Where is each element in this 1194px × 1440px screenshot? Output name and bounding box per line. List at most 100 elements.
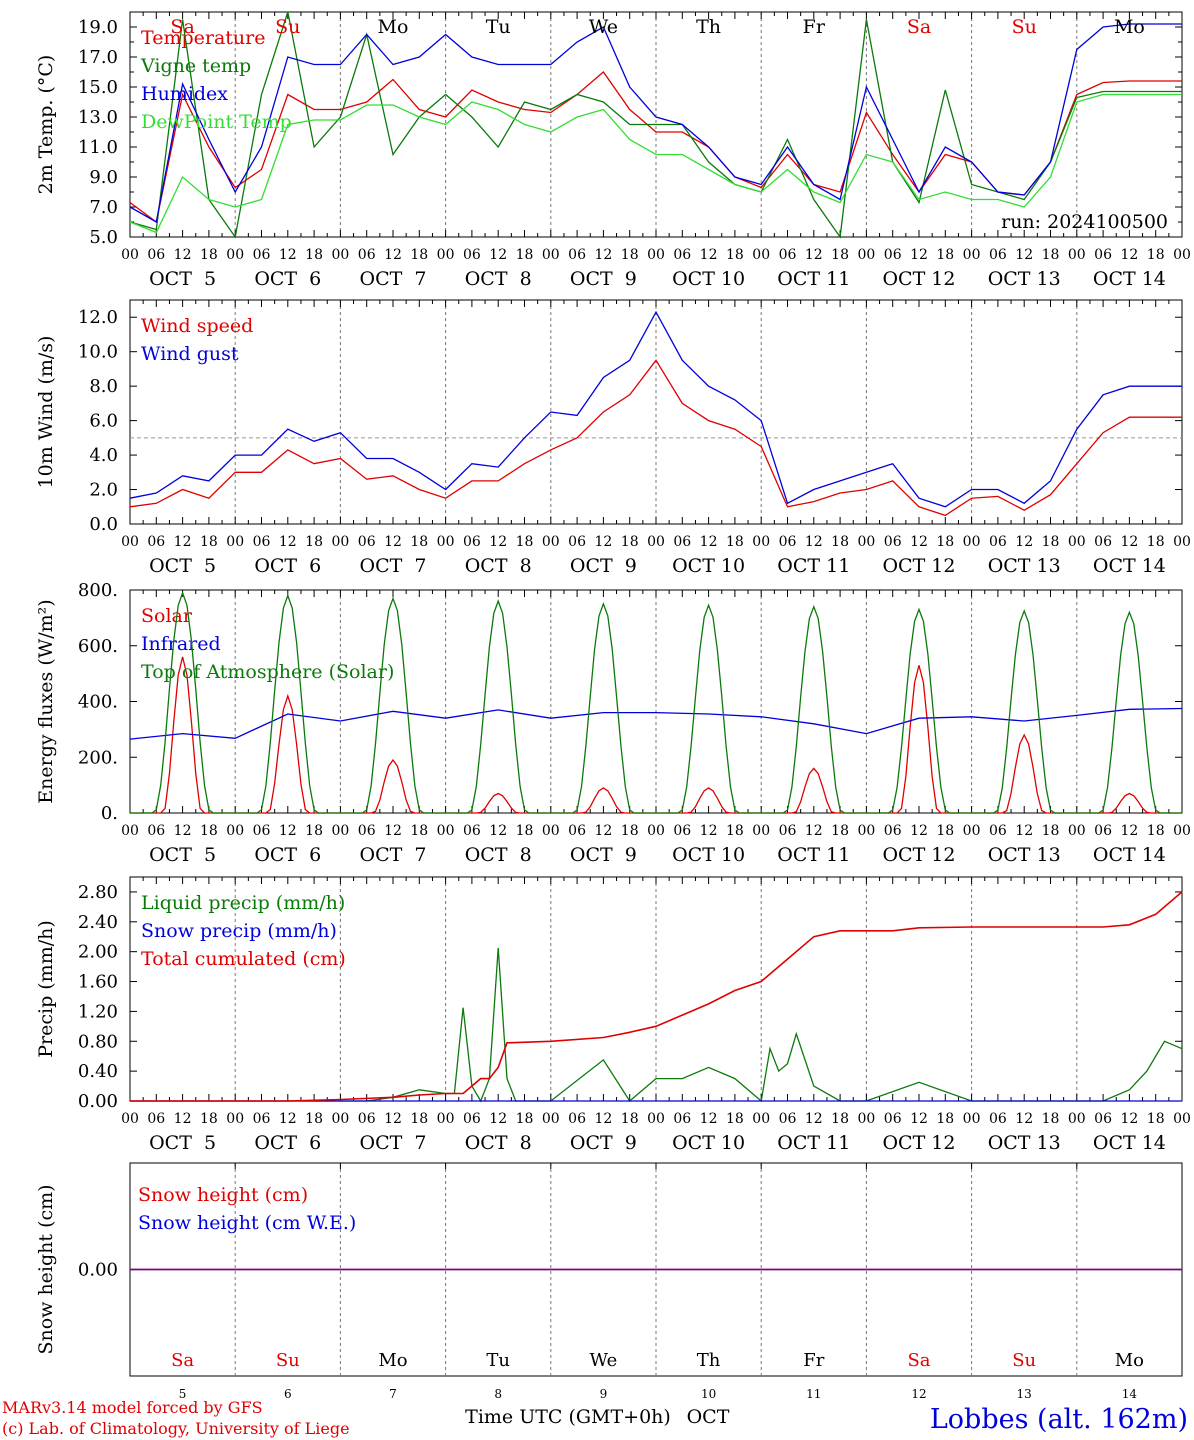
series-line-wind-speed xyxy=(129,359,1182,517)
hour-tick-label: 00 xyxy=(963,247,981,263)
legend-entry: Vigne temp xyxy=(140,55,251,77)
hour-tick-label: 18 xyxy=(1147,247,1165,263)
hour-tick-label: 06 xyxy=(147,1111,165,1127)
date-label: OCT 10 xyxy=(672,1132,745,1154)
date-label: OCT 11 xyxy=(777,268,850,290)
hour-tick-label: 00 xyxy=(226,247,244,263)
panel-frame xyxy=(129,589,1183,814)
date-label: OCT 12 xyxy=(882,268,955,290)
hour-tick-label: 18 xyxy=(621,823,639,839)
hour-tick-label: 00 xyxy=(857,247,875,263)
hour-tick-label: 12 xyxy=(594,247,612,263)
date-label: OCT 14 xyxy=(1093,1132,1166,1154)
hour-tick-label: 12 xyxy=(700,534,718,550)
date-label: OCT 9 xyxy=(570,555,637,577)
y-tick-label: 2.0 xyxy=(89,480,118,501)
x-axis-title: Time UTC (GMT+0h) xyxy=(465,1406,671,1428)
weekday-label-bottom: Mo xyxy=(1115,1350,1144,1371)
hour-tick-label: 00 xyxy=(752,534,770,550)
legend-entry: Infrared xyxy=(141,633,221,655)
hour-tick-label: 00 xyxy=(331,534,349,550)
hour-tick-label: 00 xyxy=(121,823,139,839)
y-tick-label: 19.0 xyxy=(78,17,118,38)
y-tick-label: 1.60 xyxy=(78,972,118,993)
hour-tick-label: 00 xyxy=(963,823,981,839)
hour-tick-label: 18 xyxy=(726,247,744,263)
y-axis-label: 2m Temp. (°C) xyxy=(35,55,57,195)
hour-tick-label: 12 xyxy=(700,1111,718,1127)
hour-tick-label: 18 xyxy=(516,1111,534,1127)
hour-tick-label: 18 xyxy=(936,247,954,263)
hour-tick-label: 12 xyxy=(174,1111,192,1127)
hour-tick-label: 00 xyxy=(963,534,981,550)
hour-tick-label: 00 xyxy=(121,247,139,263)
weekday-label-bottom: Mo xyxy=(378,1350,407,1371)
y-tick-label: 4.0 xyxy=(89,445,118,466)
hour-tick-label: 12 xyxy=(279,1111,297,1127)
hour-tick-label: 00 xyxy=(752,247,770,263)
hour-tick-label: 18 xyxy=(305,247,323,263)
hour-tick-label: 06 xyxy=(568,247,586,263)
y-tick-label: 9.0 xyxy=(89,167,118,188)
hour-tick-label: 06 xyxy=(253,1111,271,1127)
y-tick-label: 2.80 xyxy=(78,882,118,903)
y-tick-label: 2.40 xyxy=(78,912,118,933)
hour-tick-label: 18 xyxy=(1147,1111,1165,1127)
hour-tick-label: 12 xyxy=(1120,534,1138,550)
date-label: OCT 8 xyxy=(465,1132,532,1154)
panel-frame xyxy=(129,299,1183,525)
series-line-vigne-temp xyxy=(129,11,1182,239)
y-tick-label: 1.20 xyxy=(78,1001,118,1022)
date-label: OCT 6 xyxy=(254,268,321,290)
hour-tick-label: 00 xyxy=(542,534,560,550)
hour-tick-label: 00 xyxy=(647,823,665,839)
weekday-label-bottom: Th xyxy=(697,1350,721,1371)
y-tick-label: 600. xyxy=(78,636,118,657)
hour-tick-label: 06 xyxy=(779,534,797,550)
day-number: 6 xyxy=(284,1387,292,1401)
hour-tick-label: 12 xyxy=(1015,534,1033,550)
hour-tick-label: 12 xyxy=(805,534,823,550)
panel-2: 0.0 2.0 4.0 6.0 8.0 10.0 12.0 10m Wind (m/s) Win… xyxy=(35,299,1191,577)
hour-tick-label: 06 xyxy=(779,247,797,263)
y-tick-label: 8.0 xyxy=(89,376,118,397)
station-label: Lobbes (alt. 162m) xyxy=(930,1404,1188,1435)
hour-tick-label: 00 xyxy=(437,247,455,263)
hour-tick-label: 18 xyxy=(305,1111,323,1127)
day-number: 9 xyxy=(600,1387,608,1401)
hour-tick-label: 00 xyxy=(331,823,349,839)
date-label: OCT 6 xyxy=(254,555,321,577)
panel-5: 0.00 Snow height (cm) Snow height (cm) Snow… xyxy=(35,1162,1183,1377)
hour-tick-label: 00 xyxy=(647,534,665,550)
hour-tick-label: 18 xyxy=(410,247,428,263)
series-line-wind-gust xyxy=(129,310,1182,508)
hour-tick-label: 00 xyxy=(963,1111,981,1127)
hour-tick-label: 00 xyxy=(752,1111,770,1127)
y-tick-label: 11.0 xyxy=(78,137,118,158)
hour-tick-label: 18 xyxy=(200,823,218,839)
hour-tick-label: 12 xyxy=(279,534,297,550)
hour-tick-label: 12 xyxy=(910,823,928,839)
hour-tick-label: 06 xyxy=(989,534,1007,550)
hour-tick-label: 18 xyxy=(305,534,323,550)
hour-tick-label: 06 xyxy=(673,247,691,263)
legend-entry: DewPoint Temp xyxy=(141,111,292,133)
day-number: 12 xyxy=(911,1387,926,1401)
date-label: OCT 10 xyxy=(672,268,745,290)
hour-tick-label: 12 xyxy=(805,1111,823,1127)
hour-tick-label: 00 xyxy=(1173,1111,1191,1127)
month-label: OCT xyxy=(687,1406,730,1428)
hour-tick-label: 00 xyxy=(1068,247,1086,263)
y-tick-label: 7.0 xyxy=(89,197,118,218)
legend-entry: Temperature xyxy=(141,27,265,49)
hour-tick-label: 00 xyxy=(1068,534,1086,550)
date-label: OCT 5 xyxy=(149,268,216,290)
hour-tick-label: 06 xyxy=(147,823,165,839)
series-line-liquid-precip-mm-h- xyxy=(130,947,1183,1103)
hour-tick-label: 18 xyxy=(200,534,218,550)
legend-entry: Snow height (cm W.E.) xyxy=(138,1212,356,1234)
hour-tick-label: 06 xyxy=(779,1111,797,1127)
day-number: 8 xyxy=(494,1387,502,1401)
hour-tick-label: 12 xyxy=(384,1111,402,1127)
